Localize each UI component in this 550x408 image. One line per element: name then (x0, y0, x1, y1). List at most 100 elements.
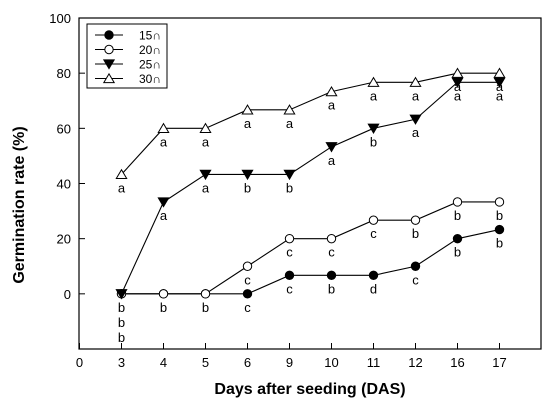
data-point (493, 77, 506, 88)
data-point (452, 233, 463, 244)
x-tick-label: 3 (118, 355, 125, 370)
significance-letter: a (202, 134, 210, 149)
significance-letter: b (118, 315, 125, 330)
legend-label: 30∩ (139, 72, 161, 86)
data-point (451, 67, 464, 78)
data-point (410, 215, 421, 225)
series-2 (116, 197, 505, 299)
significance-letter: b (118, 330, 125, 345)
significance-letter: c (244, 300, 251, 315)
significance-letter: b (370, 134, 377, 149)
x-tick-label: 5 (202, 355, 209, 370)
data-point (326, 233, 337, 244)
significance-letter: a (454, 88, 462, 103)
significance-letter: a (328, 153, 336, 168)
significance-letter: b (412, 226, 419, 241)
series-layer (115, 67, 506, 300)
y-tick-label: 80 (57, 66, 71, 81)
data-point (102, 72, 116, 84)
x-tick-label: 16 (450, 355, 464, 370)
x-tick-label: 17 (492, 355, 506, 370)
series-line (120, 81, 500, 295)
x-axis-title: Days after seeding (DAS) (214, 381, 405, 398)
data-point (409, 114, 422, 125)
significance-letter: d (370, 281, 377, 296)
significance-letter: c (244, 272, 251, 287)
significance-letter: a (412, 125, 420, 140)
series-line (121, 201, 500, 295)
data-point (104, 44, 114, 55)
significance-letter: a (244, 116, 252, 131)
data-point (242, 261, 253, 271)
data-point (157, 122, 170, 133)
data-point (494, 224, 505, 235)
significance-letter: a (118, 180, 126, 195)
data-point (199, 122, 212, 133)
x-tick-label: 11 (367, 355, 381, 370)
legend: 15∩20∩25∩30∩ (86, 23, 168, 89)
data-point (102, 59, 116, 70)
significance-letter: b (202, 300, 209, 315)
significance-letter: a (160, 134, 168, 149)
significance-letter: b (454, 208, 461, 223)
x-tick-label: 0 (76, 355, 83, 370)
data-point (451, 77, 464, 88)
data-point (452, 197, 463, 207)
significance-letter: b (496, 208, 503, 223)
significance-letter: b (496, 236, 503, 251)
significance-letter: b (454, 245, 461, 260)
data-point (368, 215, 379, 225)
significance-letter: a (160, 208, 168, 223)
significance-letter: a (454, 79, 462, 94)
significance-letter: c (412, 272, 419, 287)
data-point (494, 197, 505, 207)
x-tick-label: 12 (408, 355, 422, 370)
y-tick-label: 40 (57, 177, 71, 192)
data-point (115, 168, 128, 180)
significance-letter: b (160, 300, 167, 315)
data-point (326, 270, 337, 281)
axes: 0 20 40 60 80 100 0 3 4 5 6 9 10 11 12 16 17 (49, 11, 542, 370)
significance-letter: a (412, 88, 420, 103)
significance-letter: b (328, 281, 335, 296)
data-point (367, 123, 380, 134)
significance-letter: b (244, 180, 251, 195)
y-tick-label: 0 (64, 287, 71, 302)
data-point (115, 289, 128, 300)
x-tick-label: 10 (324, 355, 338, 370)
legend-label: 20∩ (139, 43, 161, 57)
significance-letter: a (202, 180, 210, 195)
data-point (157, 197, 170, 208)
y-tick-label: 100 (49, 11, 71, 26)
x-tick-label: 9 (286, 355, 293, 370)
data-point (410, 261, 421, 271)
data-point (493, 67, 506, 78)
significance-letter: c (328, 245, 335, 260)
legend-label: 15∩ (139, 29, 161, 43)
data-point (283, 169, 296, 181)
series-line (121, 72, 500, 175)
data-point (241, 104, 254, 115)
y-tick-label: 60 (57, 121, 71, 136)
series-1 (116, 224, 505, 299)
data-point (409, 76, 422, 87)
data-point (200, 289, 211, 299)
data-point (367, 76, 380, 87)
data-point (284, 233, 295, 244)
significance-letter: c (370, 226, 377, 241)
significance-letter: a (328, 98, 336, 113)
x-tick-label: 6 (244, 355, 251, 370)
data-point (284, 270, 295, 281)
significance-letter: a (496, 79, 504, 94)
significance-letter: b (118, 300, 125, 315)
series-4 (115, 67, 506, 180)
data-point (104, 30, 114, 40)
y-axis-title: Germination rate (%) (11, 126, 28, 283)
data-point (242, 289, 253, 299)
data-point (199, 169, 212, 181)
data-point (283, 104, 296, 115)
data-point (158, 289, 169, 299)
significance-letter: a (496, 88, 504, 103)
